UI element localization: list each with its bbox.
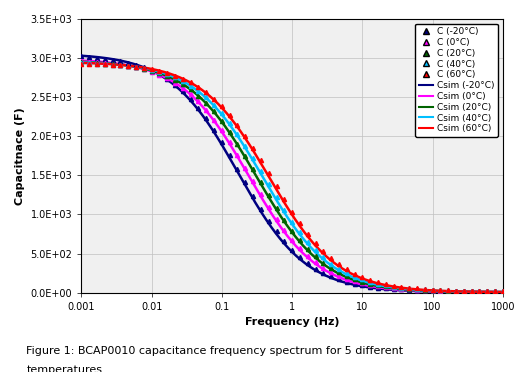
Text: Figure 1: BCAP0010 capacitance frequency spectrum for 5 different: Figure 1: BCAP0010 capacitance frequency… [26,346,404,356]
Y-axis label: Capacitnace (F): Capacitnace (F) [15,107,25,205]
X-axis label: Frequency (Hz): Frequency (Hz) [245,317,339,327]
Text: temperatures.: temperatures. [26,365,106,372]
Legend: C (-20°C), C (0°C), C (20°C), C (40°C), C (60°C), Csim (-20°C), Csim (0°C), Csim: C (-20°C), C (0°C), C (20°C), C (40°C), … [416,23,498,137]
